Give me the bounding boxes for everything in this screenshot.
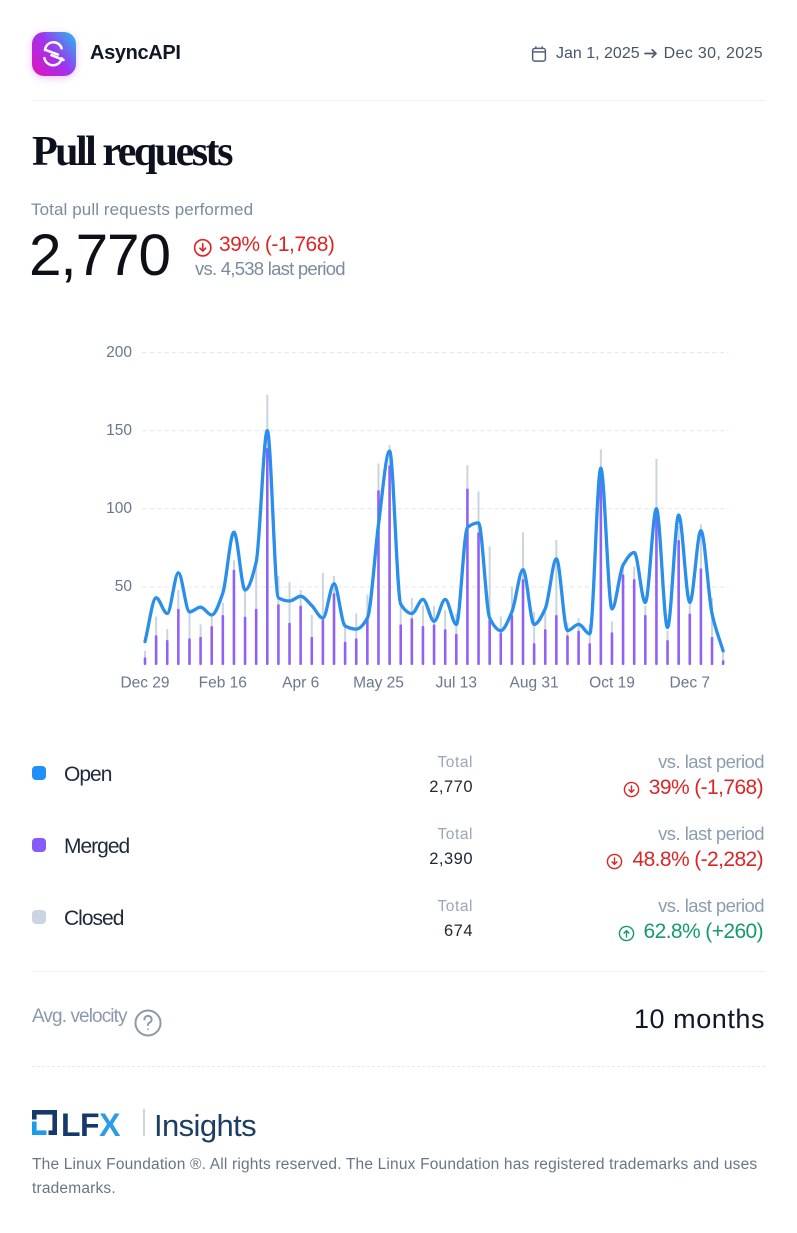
svg-text:Jul 13: Jul 13 (436, 674, 477, 691)
svg-text:Dec 7: Dec 7 (670, 674, 711, 691)
svg-text:Apr 6: Apr 6 (282, 674, 319, 691)
svg-text:100: 100 (106, 500, 132, 517)
svg-text:May 25: May 25 (353, 674, 404, 691)
svg-text:Dec 29: Dec 29 (120, 674, 169, 691)
svg-text:Aug 31: Aug 31 (510, 674, 559, 691)
svg-text:200: 200 (106, 344, 132, 361)
svg-text:Oct 19: Oct 19 (589, 674, 635, 691)
svg-text:150: 150 (106, 422, 132, 439)
svg-text:Feb 16: Feb 16 (199, 674, 247, 691)
svg-text:50: 50 (115, 578, 133, 595)
